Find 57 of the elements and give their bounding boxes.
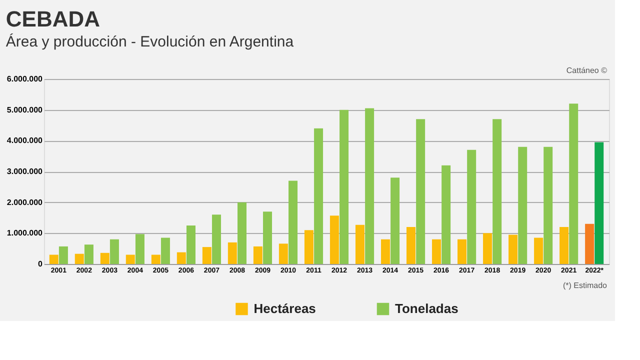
bar [135, 234, 144, 264]
bar [492, 119, 502, 264]
bar [58, 246, 68, 264]
legend-label: Hectáreas [254, 301, 316, 316]
bar [594, 142, 604, 264]
bar [49, 254, 58, 264]
bar [518, 146, 528, 264]
bar [263, 212, 272, 264]
y-tick-label: 4.000.000 [6, 136, 44, 146]
chart-title: CEBADA [6, 6, 100, 32]
bar [288, 180, 298, 264]
bar [74, 254, 84, 264]
bar [508, 234, 518, 264]
bar [544, 146, 553, 264]
bar [560, 227, 569, 264]
bar [458, 239, 467, 264]
bar [534, 238, 544, 264]
bar [176, 252, 186, 264]
y-tick-label: 3.000.000 [6, 167, 44, 176]
bar [380, 239, 390, 264]
legend-label: Toneladas [395, 301, 458, 316]
y-tick-label: 5.000.000 [6, 105, 44, 114]
bar [585, 224, 594, 264]
bar [442, 165, 451, 264]
bar [151, 254, 160, 264]
bar [569, 104, 578, 264]
bar [110, 239, 119, 264]
bar [483, 233, 492, 264]
bar [278, 244, 288, 264]
bar [84, 244, 94, 264]
bar [365, 108, 374, 264]
bar [340, 110, 349, 264]
y-tick-label: 0 [38, 260, 44, 268]
bar [253, 246, 262, 264]
text: (*) Estimado [562, 281, 608, 290]
bar [126, 254, 135, 264]
bar [416, 119, 426, 264]
bar [100, 252, 110, 264]
bar [467, 150, 476, 264]
bar [186, 225, 196, 264]
bar [228, 242, 237, 264]
bar [238, 202, 247, 264]
bar [390, 178, 400, 264]
text: Cattáneo © [566, 66, 608, 75]
bar [406, 227, 416, 264]
bar [330, 216, 339, 264]
y-tick-label: 2.000.000 [6, 198, 44, 207]
bar [355, 224, 364, 264]
y-tick-label: 6.000.000 [6, 74, 44, 84]
chart-subtitle: Área y producción - Evolución en Argentina [6, 32, 294, 50]
bar [202, 247, 212, 264]
y-tick-label: 1.000.000 [6, 228, 44, 238]
bar [304, 230, 314, 264]
bar [314, 128, 324, 264]
bar [160, 238, 170, 264]
bar [432, 239, 442, 264]
bar [212, 214, 221, 264]
